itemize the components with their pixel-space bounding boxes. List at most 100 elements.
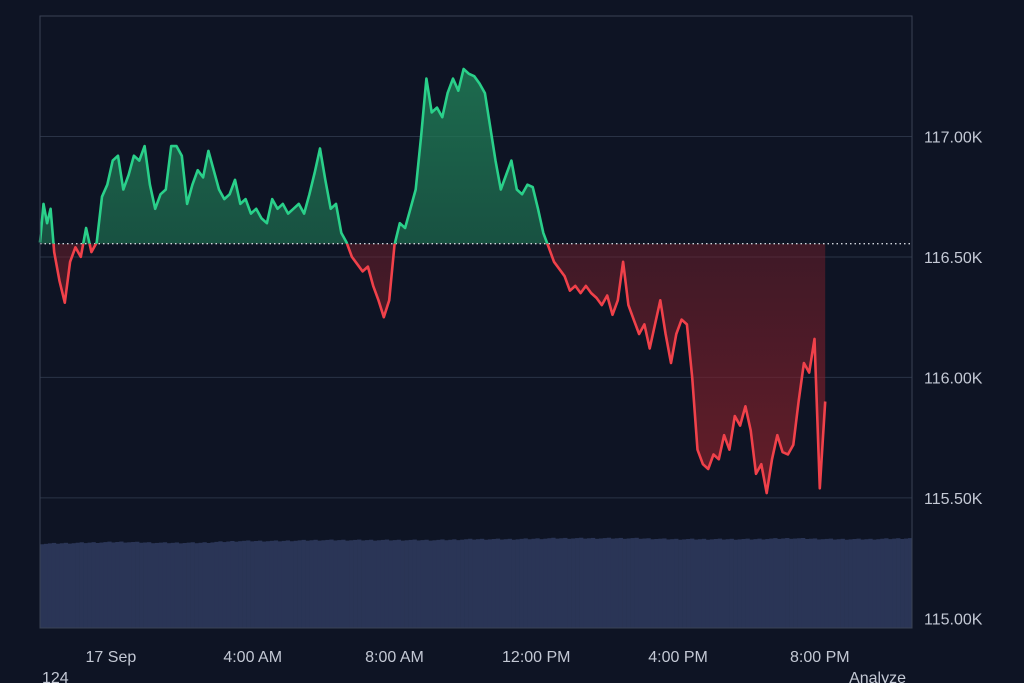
volume-bar <box>539 539 544 628</box>
volume-bar <box>503 539 509 628</box>
volume-bar <box>341 539 346 628</box>
volume-bar <box>801 537 806 628</box>
volume-bar <box>230 540 235 628</box>
volume-bar <box>571 538 576 628</box>
volume-bar <box>234 541 239 628</box>
volume-bar <box>872 539 877 628</box>
volume-bar <box>824 538 830 628</box>
volume-bar <box>535 538 540 628</box>
volume-bar <box>709 539 715 628</box>
volume-bar <box>432 540 437 628</box>
volume-bar <box>476 539 481 628</box>
volume-bar <box>321 540 326 628</box>
volume-bar <box>892 538 897 628</box>
volume-bar <box>555 538 560 628</box>
volume-bar <box>400 540 405 628</box>
volume-bar <box>150 543 156 628</box>
volume-bar <box>63 542 69 628</box>
y-tick-label-3: 115.50K <box>924 491 983 508</box>
volume-bar <box>162 542 168 628</box>
volume-bar <box>337 540 342 628</box>
volume-bar <box>622 538 627 628</box>
volume-bar <box>880 538 885 628</box>
volume-bar <box>864 539 869 628</box>
volume-bar <box>733 539 738 628</box>
volume-bar <box>523 538 528 628</box>
volume-bar <box>721 539 727 628</box>
y-tick-label-1: 116.50K <box>924 250 983 267</box>
volume-bar <box>119 541 124 628</box>
volume-bar <box>749 539 754 628</box>
footer-analyze-link[interactable]: Analyze <box>849 670 906 683</box>
x-tick-label-0: 17 Sep <box>86 649 137 666</box>
volume-bar <box>856 538 861 628</box>
volume-bar <box>404 540 409 628</box>
volume-bar <box>154 542 160 628</box>
volume-bar <box>111 542 116 628</box>
volume-bar <box>551 537 556 628</box>
volume-bar <box>602 538 608 628</box>
volume-bar <box>812 538 818 628</box>
volume-bar <box>325 539 330 628</box>
volume-bar <box>586 538 592 628</box>
volume-bar <box>436 539 441 628</box>
volume-bar <box>777 538 782 628</box>
volume-bar <box>103 542 108 628</box>
volume-bar <box>107 541 112 628</box>
volume-bar <box>349 540 354 628</box>
volume-bar <box>848 539 853 628</box>
volume-bar <box>662 538 667 628</box>
volume-bar <box>499 539 505 628</box>
volume-bar <box>575 538 580 628</box>
volume-bar <box>690 538 695 628</box>
volume-bar <box>804 538 810 628</box>
volume-bar <box>598 538 604 628</box>
volume-bar <box>626 538 631 628</box>
volume-bar <box>444 540 449 628</box>
volume-bar <box>753 539 758 628</box>
volume-bar <box>384 539 390 628</box>
volume-bar <box>840 538 845 628</box>
volume-bar <box>95 543 100 628</box>
volume-bar <box>785 538 790 628</box>
volume-bar <box>900 539 905 628</box>
volume-bar <box>682 539 687 628</box>
volume-bar <box>646 538 651 628</box>
volume-bar <box>852 539 857 628</box>
volume-bar <box>273 540 279 628</box>
volume-bar <box>261 541 267 628</box>
volume-bar <box>828 538 834 628</box>
volume-bar <box>285 540 291 628</box>
plot-frame <box>39 15 913 629</box>
volume-bar <box>769 538 774 628</box>
volume-bar <box>194 543 199 628</box>
volume-bar <box>309 540 314 628</box>
volume-bar <box>666 539 671 628</box>
volume-bar <box>630 538 635 628</box>
volume-bar <box>412 539 417 628</box>
y-tick-label-4: 115.00K <box>924 611 983 628</box>
volume-bar <box>468 538 473 628</box>
volume-bar <box>238 541 243 628</box>
volume-bar <box>333 540 338 628</box>
volume-bar <box>583 538 588 628</box>
volume-bar <box>178 543 183 628</box>
volume-bar <box>186 542 191 628</box>
volume-bar <box>793 538 798 628</box>
volume-bar <box>143 542 148 628</box>
volume-bar <box>761 539 766 628</box>
volume-bar <box>674 538 679 628</box>
price-line-below <box>52 243 827 495</box>
volume-bar <box>678 539 683 628</box>
volume-bar <box>269 540 275 628</box>
volume-bar <box>258 540 263 628</box>
volume-bar <box>317 540 322 628</box>
volume-bar <box>123 542 128 628</box>
x-tick-label-2: 8:00 AM <box>365 649 424 666</box>
volume-bar <box>428 540 433 628</box>
volume-bar <box>460 539 465 628</box>
volume-bar <box>345 540 350 628</box>
volume-bar <box>305 540 310 628</box>
volume-bar <box>781 538 786 628</box>
